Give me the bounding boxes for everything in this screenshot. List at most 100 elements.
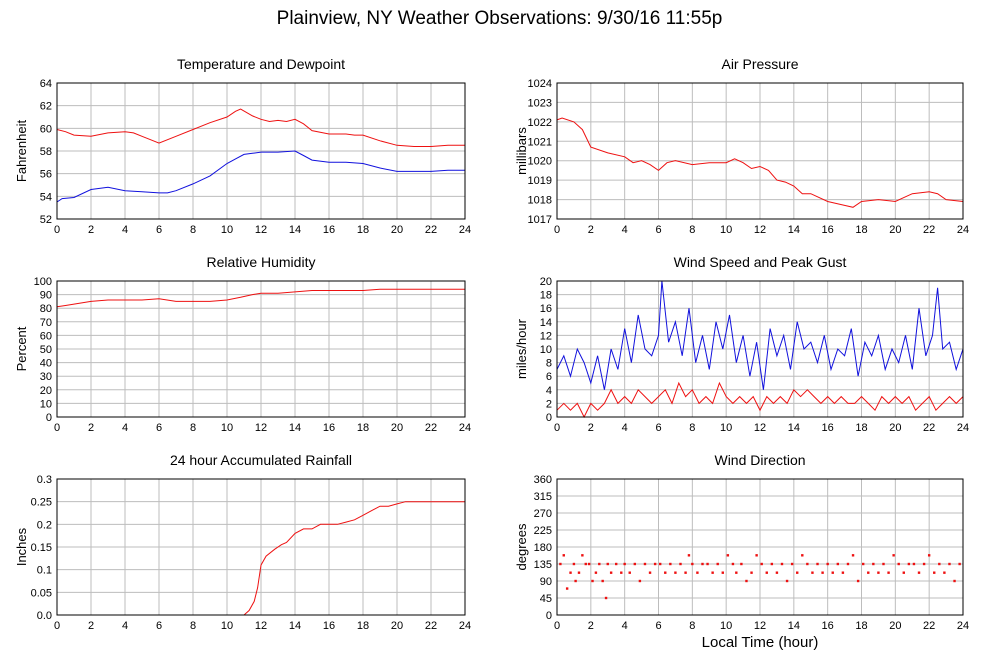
x-tick-label: 6	[655, 224, 661, 236]
series-line-1	[56, 288, 465, 308]
x-tick-label: 8	[190, 620, 196, 632]
y-tick-label: 80	[40, 303, 52, 315]
x-tick-label: 4	[122, 620, 128, 632]
y-axis-label: Inches	[14, 527, 29, 566]
y-tick-label: 54	[40, 191, 52, 203]
data-point	[569, 571, 572, 574]
plot-frame	[556, 82, 964, 220]
y-tick-label: 10	[540, 344, 552, 356]
x-tick-label: 14	[289, 224, 301, 236]
data-point	[811, 571, 814, 574]
data-point	[836, 562, 840, 566]
y-tick-label: 360	[534, 474, 552, 486]
x-tick-label: 20	[391, 422, 403, 434]
data-point	[897, 562, 900, 566]
data-point	[604, 596, 608, 600]
data-point	[664, 571, 667, 574]
x-tick-label: 24	[459, 224, 471, 236]
data-point	[653, 562, 657, 566]
data-point	[912, 562, 916, 566]
y-tick-label: 8	[546, 358, 552, 370]
chart-panel-6: 0 2 4 6 8 10 12 14 16 18 20 22 240459013518022527031…	[514, 452, 969, 632]
data-point	[609, 571, 613, 574]
data-point	[648, 571, 652, 574]
x-tick-label: 22	[425, 620, 437, 632]
x-tick-label: 10	[720, 422, 732, 434]
x-tick-label: 22	[923, 422, 935, 434]
x-tick-label: 14	[788, 422, 800, 434]
y-tick-label: 12	[540, 330, 552, 342]
x-tick-label: 18	[855, 224, 867, 236]
y-tick-label: 0	[546, 412, 552, 424]
data-point	[606, 562, 609, 566]
page-title: Plainview, NY Weather Observations: 9/30…	[276, 8, 723, 29]
data-point	[584, 562, 587, 566]
y-tick-label: 20	[40, 385, 52, 397]
series-line-2	[556, 381, 964, 419]
data-point	[755, 554, 758, 557]
x-tick-label: 6	[156, 224, 162, 236]
y-tick-label: 70	[40, 317, 52, 329]
data-point	[559, 562, 562, 566]
data-point	[601, 579, 604, 583]
data-point	[877, 571, 880, 574]
data-point	[691, 562, 694, 566]
x-tick-label: 2	[588, 620, 594, 632]
y-axis-label: degrees	[514, 523, 529, 570]
x-tick-label: 22	[923, 620, 935, 632]
data-point	[623, 562, 626, 566]
chart-title: Wind Speed and Peak Gust	[674, 254, 847, 270]
x-tick-label: 0	[554, 422, 560, 434]
x-tick-label: 20	[889, 620, 901, 632]
y-tick-label: 18	[540, 290, 552, 302]
y-tick-label: 1021	[528, 136, 552, 148]
x-tick-label: 6	[156, 620, 162, 632]
data-point	[953, 579, 956, 583]
data-point	[841, 571, 845, 574]
y-tick-label: 0.25	[31, 497, 52, 509]
data-point	[598, 562, 601, 566]
y-tick-label: 30	[40, 371, 52, 383]
y-tick-label: 0.1	[37, 565, 52, 577]
y-tick-label: 20	[540, 276, 552, 288]
plot-frame	[556, 280, 964, 418]
x-tick-label: 20	[889, 224, 901, 236]
chart-panel-1: 0 2 4 6 8 10 12 14 16 18 20 22 2452545658606264Tempe…	[14, 56, 471, 236]
y-tick-label: 180	[534, 542, 552, 554]
x-tick-label: 8	[190, 422, 196, 434]
y-tick-label: 14	[540, 317, 552, 329]
x-tick-label: 24	[459, 620, 471, 632]
data-point	[562, 554, 565, 557]
data-point	[577, 571, 581, 574]
x-tick-label: 2	[588, 422, 594, 434]
data-point	[716, 562, 719, 566]
chart-title: Relative Humidity	[207, 254, 316, 270]
x-tick-label: 8	[689, 224, 695, 236]
y-tick-label: 270	[534, 508, 552, 520]
x-tick-label: 0	[554, 620, 560, 632]
data-point	[922, 562, 926, 566]
y-axis-label: Fahrenheit	[14, 120, 29, 183]
x-tick-label: 0	[554, 224, 560, 236]
x-tick-label: 18	[357, 422, 369, 434]
y-tick-label: 45	[540, 593, 552, 605]
x-tick-label: 16	[822, 620, 834, 632]
data-point	[587, 562, 591, 566]
x-tick-label: 12	[255, 224, 267, 236]
series-line-1	[556, 117, 964, 208]
x-tick-label: 14	[788, 620, 800, 632]
x-tick-label: 4	[622, 620, 628, 632]
y-tick-label: 60	[40, 330, 52, 342]
data-point	[933, 571, 936, 574]
data-point	[750, 571, 753, 574]
y-tick-label: 1019	[528, 175, 552, 187]
x-tick-label: 0	[54, 224, 60, 236]
x-tick-label: 12	[255, 422, 267, 434]
x-tick-label: 18	[357, 224, 369, 236]
x-tick-label: 14	[289, 422, 301, 434]
data-point	[658, 562, 662, 566]
y-tick-label: 225	[534, 525, 552, 537]
data-point	[851, 554, 855, 557]
data-point	[770, 562, 774, 566]
y-tick-label: 0.3	[37, 474, 52, 486]
